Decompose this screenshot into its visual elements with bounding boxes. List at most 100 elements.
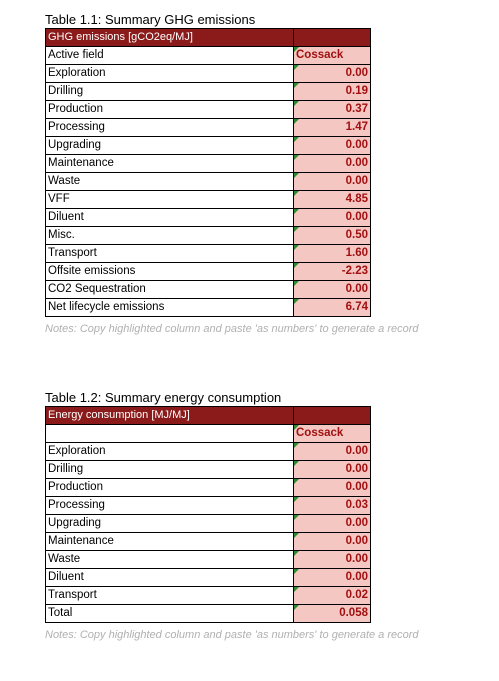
row-value-cell[interactable]: 0.00 [293, 550, 371, 569]
row-label[interactable]: Diluent [45, 568, 294, 587]
row-value-cell[interactable]: 0.00 [293, 136, 371, 155]
table-row: Maintenance 0.00 [45, 532, 371, 551]
row-label[interactable]: Exploration [45, 64, 294, 83]
row-label[interactable]: Upgrading [45, 514, 294, 533]
row-label[interactable]: Processing [45, 118, 294, 137]
table-row: Upgrading 0.00 [45, 514, 371, 533]
row-label[interactable]: Upgrading [45, 136, 294, 155]
table-row: Processing 0.03 [45, 496, 371, 515]
row-value: 1.47 [345, 121, 368, 133]
cell-marker-icon [294, 245, 299, 250]
cell-marker-icon [294, 119, 299, 124]
table-row: Waste 0.00 [45, 172, 371, 191]
table-row: Total 0.058 [45, 604, 371, 623]
row-label[interactable]: CO2 Sequestration [45, 280, 294, 299]
row-label[interactable]: Waste [45, 550, 294, 569]
row-value-cell[interactable]: 1.60 [293, 244, 371, 263]
row-value: -2.23 [341, 265, 368, 277]
row-value-cell[interactable]: 0.19 [293, 82, 371, 101]
row-value: 0.00 [345, 157, 368, 169]
energy-header-label[interactable]: Energy consumption [MJ/MJ] [45, 406, 294, 425]
row-label[interactable]: Net lifecycle emissions [45, 298, 294, 317]
row-value-cell[interactable]: 0.00 [293, 532, 371, 551]
row-value: 0.00 [345, 553, 368, 565]
ghg-header-label[interactable]: GHG emissions [gCO2eq/MJ] [45, 28, 294, 47]
row-value: 0.00 [345, 211, 368, 223]
row-value: 0.00 [345, 517, 368, 529]
row-label[interactable]: Total [45, 604, 294, 623]
cell-marker-icon [294, 443, 299, 448]
row-label[interactable]: Drilling [45, 460, 294, 479]
table-row: Drilling 0.00 [45, 460, 371, 479]
table-row: Diluent 0.00 [45, 208, 371, 227]
energy-header-row: Energy consumption [MJ/MJ] [45, 406, 371, 425]
row-label[interactable]: Transport [45, 244, 294, 263]
ghg-summary-section: Table 1.1: Summary GHG emissions GHG emi… [45, 12, 419, 336]
table-row: Production 0.00 [45, 478, 371, 497]
row-value-cell[interactable]: 0.03 [293, 496, 371, 515]
row-value-cell[interactable]: 0.058 [293, 604, 371, 623]
row-value: 0.00 [345, 535, 368, 547]
active-field-label[interactable]: Active field [45, 46, 294, 65]
row-value-cell[interactable]: 0.00 [293, 568, 371, 587]
row-value-cell[interactable]: -2.23 [293, 262, 371, 281]
table-row: Maintenance 0.00 [45, 154, 371, 173]
energy-field-value-cell[interactable]: Cossack [293, 424, 371, 443]
active-field-row: Active field Cossack [45, 46, 371, 65]
cell-marker-icon [294, 137, 299, 142]
row-value-cell[interactable]: 6.74 [293, 298, 371, 317]
row-value-cell[interactable]: 0.00 [293, 514, 371, 533]
row-value: 0.50 [345, 229, 368, 241]
row-label[interactable]: Diluent [45, 208, 294, 227]
table-row: Waste 0.00 [45, 550, 371, 569]
row-value: 4.85 [345, 193, 368, 205]
cell-marker-icon [294, 263, 299, 268]
row-value-cell[interactable]: 4.85 [293, 190, 371, 209]
row-label[interactable]: Waste [45, 172, 294, 191]
energy-field-blank-cell[interactable] [45, 424, 294, 443]
table-row: CO2 Sequestration 0.00 [45, 280, 371, 299]
row-value-cell[interactable]: 0.00 [293, 154, 371, 173]
row-label[interactable]: Processing [45, 496, 294, 515]
row-label[interactable]: Misc. [45, 226, 294, 245]
cell-marker-icon [294, 461, 299, 466]
row-value-cell[interactable]: 0.00 [293, 478, 371, 497]
row-value-cell[interactable]: 0.02 [293, 586, 371, 605]
cell-marker-icon [294, 515, 299, 520]
row-value: 0.00 [345, 571, 368, 583]
cell-marker-icon [294, 191, 299, 196]
row-value: 0.00 [345, 283, 368, 295]
cell-marker-icon [294, 551, 299, 556]
row-value-cell[interactable]: 0.50 [293, 226, 371, 245]
row-value-cell[interactable]: 0.00 [293, 64, 371, 83]
row-label[interactable]: Offsite emissions [45, 262, 294, 281]
ghg-header-blank-cell[interactable] [293, 28, 371, 47]
row-value-cell[interactable]: 1.47 [293, 118, 371, 137]
row-value: 0.19 [345, 85, 368, 97]
active-field-value-cell[interactable]: Cossack [293, 46, 371, 65]
row-value: 0.00 [345, 481, 368, 493]
row-value-cell[interactable]: 0.37 [293, 100, 371, 119]
row-label[interactable]: Drilling [45, 82, 294, 101]
row-label[interactable]: Production [45, 100, 294, 119]
row-value-cell[interactable]: 0.00 [293, 208, 371, 227]
table-row: Exploration 0.00 [45, 442, 371, 461]
row-label[interactable]: Maintenance [45, 154, 294, 173]
row-label[interactable]: Exploration [45, 442, 294, 461]
cell-marker-icon [294, 425, 299, 430]
row-label[interactable]: Transport [45, 586, 294, 605]
ghg-table-caption: Table 1.1: Summary GHG emissions [45, 12, 256, 27]
row-label[interactable]: Maintenance [45, 532, 294, 551]
row-value-cell[interactable]: 0.00 [293, 442, 371, 461]
ghg-header-row: GHG emissions [gCO2eq/MJ] [45, 28, 371, 47]
row-value-cell[interactable]: 0.00 [293, 172, 371, 191]
row-value-cell[interactable]: 0.00 [293, 280, 371, 299]
cell-marker-icon [294, 497, 299, 502]
row-label[interactable]: Production [45, 478, 294, 497]
energy-header-blank-cell[interactable] [293, 406, 371, 425]
row-label[interactable]: VFF [45, 190, 294, 209]
energy-table-caption: Table 1.2: Summary energy consumption [45, 390, 282, 405]
ghg-table-note: Notes: Copy highlighted column and paste… [45, 323, 419, 335]
energy-field-row: Cossack [45, 424, 371, 443]
row-value-cell[interactable]: 0.00 [293, 460, 371, 479]
